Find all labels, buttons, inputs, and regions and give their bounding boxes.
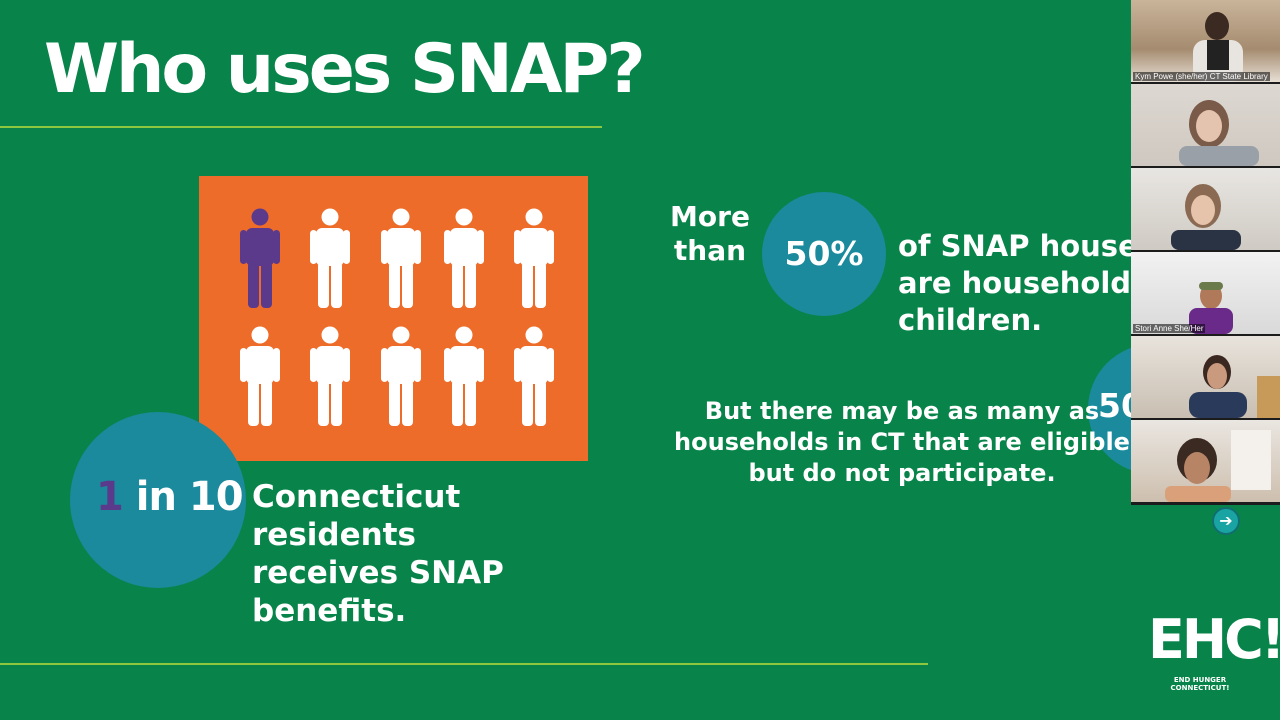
stat-ratio-text: Connecticut residents receives SNAP bene… [252,479,504,629]
participant-tile[interactable] [1131,420,1280,502]
arrow-right-icon[interactable]: ➔ [1212,507,1240,535]
participant-video [1193,12,1243,82]
logo-main-text: EHC! [1148,608,1280,671]
person-icon [514,326,554,426]
stat-ratio: 1 in 10 [96,474,244,520]
participant-tile[interactable]: Stori Anne She/Her [1131,252,1280,334]
person-icon [381,208,421,308]
logo-sub-text: END HUNGER CONNECTICUT! [1170,676,1230,692]
stat-eligible-text: But there may be as many as households i… [674,397,1130,487]
stat-more-than: More than [670,200,750,267]
participant-name: Kym Powe (she/her) CT State Library [1133,72,1270,81]
participant-name: Stori Anne She/Her [1133,324,1206,333]
stat-circle-1-in-10 [70,412,246,588]
person-icon [444,326,484,426]
participant-video [1179,100,1259,166]
person-icon [381,326,421,426]
person-icon [240,326,280,426]
person-icon [310,326,350,426]
person-icon [514,208,554,308]
participant-video [1171,184,1241,250]
ratio-rest: in 10 [122,474,244,520]
person-icon [444,208,484,308]
stat-percent-value: 50% [784,234,864,273]
bottom-line [0,663,928,665]
people-graphic [199,176,588,461]
participant-video [1165,430,1271,502]
person-icon [240,208,280,308]
video-gallery: Kym Powe (she/her) CT State Library Stor… [1131,0,1280,505]
stat-circle-50-percent [762,192,886,316]
participant-tile[interactable] [1131,168,1280,250]
stat-percent-text: of SNAP house are household children. [898,229,1138,337]
participant-video [1189,355,1280,418]
person-icon [310,208,350,308]
ehc-logo: EHC! END HUNGER CONNECTICUT! [1148,608,1280,692]
participant-tile[interactable]: Kym Powe (she/her) CT State Library [1131,0,1280,82]
slide-title: Who uses SNAP? [44,30,646,109]
participant-video [1189,282,1233,334]
title-underline [0,126,602,128]
ratio-highlight: 1 [96,474,124,520]
participant-tile[interactable] [1131,84,1280,166]
participant-tile[interactable] [1131,336,1280,418]
